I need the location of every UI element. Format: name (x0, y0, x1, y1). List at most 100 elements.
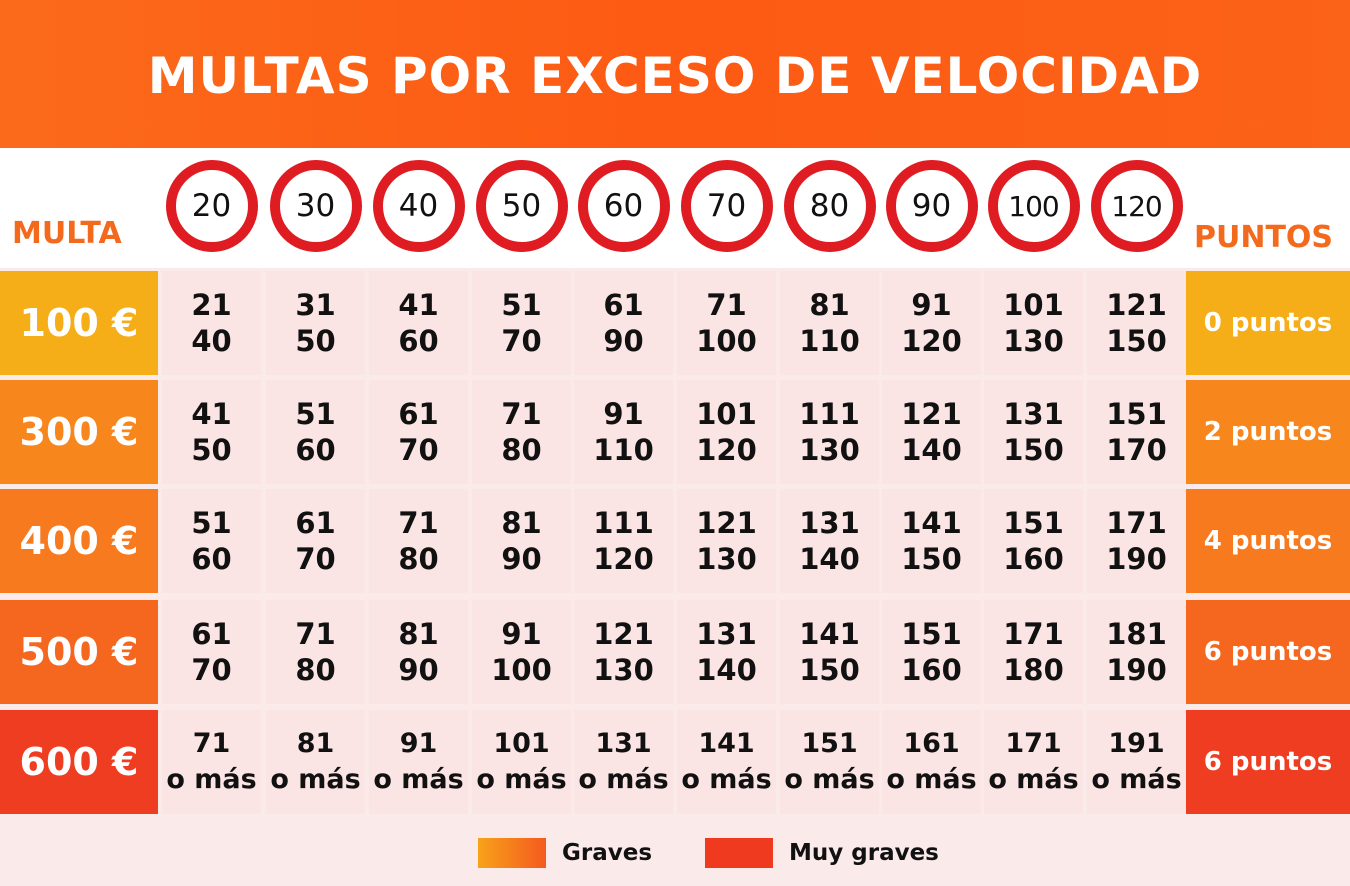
speed-range-to: 160 (1003, 542, 1064, 576)
speed-range-cell: 121 140 (882, 380, 981, 484)
page-title: MULTAS POR EXCESO DE VELOCIDAD (147, 47, 1203, 105)
speed-range-cell: 171 180 (984, 600, 1083, 704)
speed-range-to: 190 (1106, 653, 1167, 687)
speed-limit-sign-20: 20 (165, 160, 258, 252)
speed-range-from: 71 (192, 728, 231, 759)
speed-range-to: o más (270, 764, 361, 795)
speed-range-cell: 31 50 (266, 271, 365, 375)
speed-range-cell: 51 60 (266, 380, 365, 484)
speed-limit-sign-40: 40 (372, 160, 465, 252)
legend-item-muy-graves: Muy graves (705, 838, 939, 868)
speed-range-from: 71 (706, 288, 747, 322)
speed-range-from: 101 (696, 397, 757, 431)
speed-range-to: 50 (191, 433, 232, 467)
speed-range-to: 140 (901, 433, 962, 467)
speed-range-to: o más (476, 764, 567, 795)
speed-range-from: 131 (1003, 397, 1064, 431)
speed-range-to: o más (681, 764, 772, 795)
speed-range-to: 80 (501, 433, 542, 467)
title-banner: MULTAS POR EXCESO DE VELOCIDAD (0, 0, 1350, 148)
speed-range-cell: 81 90 (369, 600, 468, 704)
speed-range-cell: 131 o más (574, 710, 673, 814)
speed-range-to: 160 (901, 653, 962, 687)
speed-limit-value: 50 (501, 188, 542, 224)
fine-amount: 500 € (0, 600, 158, 704)
speed-range-from: 151 (901, 617, 962, 651)
speed-limit-sign-80: 80 (783, 160, 876, 252)
speed-limit-value: 60 (603, 188, 644, 224)
speed-range-cell: 71 80 (369, 489, 468, 593)
speed-range-to: 110 (799, 324, 860, 358)
speed-range-to: 70 (398, 433, 439, 467)
speed-range-from: 121 (696, 506, 757, 540)
speed-range-from: 121 (901, 397, 962, 431)
multa-column-label: MULTA (12, 216, 122, 251)
speed-range-to: 70 (501, 324, 542, 358)
fine-amount: 400 € (0, 489, 158, 593)
speed-range-cell: 191 o más (1087, 710, 1186, 814)
speed-range-from: 91 (603, 397, 644, 431)
speed-range-from: 91 (501, 617, 542, 651)
speed-limit-value: 40 (398, 188, 439, 224)
speed-range-from: 101 (1003, 288, 1064, 322)
speed-range-cell: 51 60 (162, 489, 261, 593)
speed-range-to: 130 (696, 542, 757, 576)
legend-swatch-graves (478, 838, 546, 868)
points-value: 4 puntos (1186, 489, 1350, 593)
speed-range-to: 100 (491, 653, 552, 687)
speed-range-from: 141 (799, 617, 860, 651)
speed-range-to: o más (1091, 764, 1182, 795)
speed-range-cell: 141 150 (780, 600, 879, 704)
speed-range-to: o más (166, 764, 257, 795)
speed-range-cell: 121 130 (677, 489, 776, 593)
speed-range-from: 61 (191, 617, 232, 651)
speed-range-to: 140 (799, 542, 860, 576)
speed-range-to: 60 (295, 433, 336, 467)
speed-range-cell: 91 120 (882, 271, 981, 375)
speed-range-cell: 171 o más (984, 710, 1083, 814)
legend-label-graves: Graves (562, 840, 653, 866)
speed-range-to: 110 (593, 433, 654, 467)
speed-range-cell: 161 o más (882, 710, 981, 814)
speed-range-cell: 101 120 (677, 380, 776, 484)
speed-limit-value: 80 (809, 188, 850, 224)
speed-range-cell: 141 o más (677, 710, 776, 814)
speed-range-to: 90 (603, 324, 644, 358)
speed-range-cell: 151 160 (882, 600, 981, 704)
speed-range-to: 90 (398, 653, 439, 687)
speed-range-cell: 151 o más (780, 710, 879, 814)
speed-range-cell: 71 80 (266, 600, 365, 704)
speed-range-cell: 101 130 (984, 271, 1083, 375)
speed-limit-value: 120 (1111, 189, 1162, 223)
speed-range-to: 130 (799, 433, 860, 467)
speed-range-cell: 141 150 (882, 489, 981, 593)
speed-range-cell: 91 110 (574, 380, 673, 484)
speed-range-to: o más (373, 764, 464, 795)
speed-range-from: 151 (801, 728, 858, 759)
speed-range-from: 41 (398, 288, 439, 322)
speed-range-to: 50 (295, 324, 336, 358)
speed-range-from: 171 (1005, 728, 1062, 759)
speed-range-cell: 91 o más (369, 710, 468, 814)
speed-range-from: 91 (399, 728, 438, 759)
speed-range-from: 181 (1106, 617, 1167, 651)
speed-range-cell: 81 90 (472, 489, 571, 593)
speed-range-from: 41 (191, 397, 232, 431)
speed-limit-sign-70: 70 (680, 160, 773, 252)
speed-range-to: 100 (696, 324, 757, 358)
speed-range-from: 121 (593, 617, 654, 651)
speed-limit-sign-60: 60 (577, 160, 670, 252)
speed-range-cell: 121 150 (1087, 271, 1186, 375)
speed-range-from: 151 (1106, 397, 1167, 431)
speed-range-to: 180 (1003, 653, 1064, 687)
speed-range-to: 120 (696, 433, 757, 467)
speed-range-to: 60 (398, 324, 439, 358)
speed-range-from: 61 (603, 288, 644, 322)
speed-range-from: 161 (903, 728, 960, 759)
fine-amount: 100 € (0, 271, 158, 375)
speed-range-cell: 61 70 (266, 489, 365, 593)
speed-range-from: 51 (191, 506, 232, 540)
speed-range-to: 190 (1106, 542, 1167, 576)
speed-range-from: 131 (595, 728, 652, 759)
speed-range-from: 111 (593, 506, 654, 540)
